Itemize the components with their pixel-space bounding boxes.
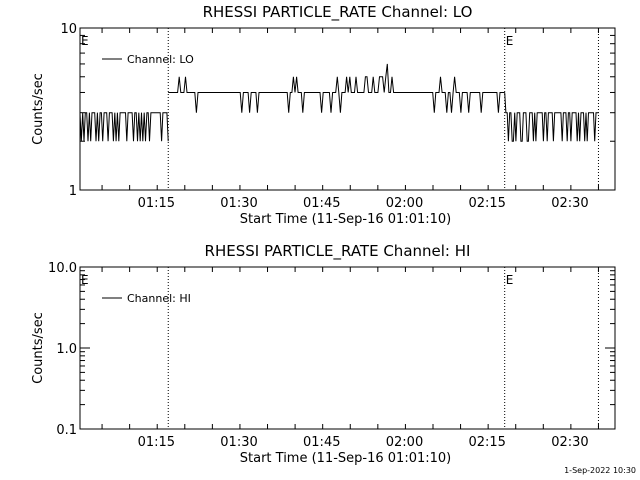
- x-tick-label: 02:15: [468, 435, 505, 450]
- chart-panel-1: RHESSI PARTICLE_RATE Channel: LO Counts/s…: [31, 3, 616, 227]
- x-tick-label: 02:15: [468, 196, 505, 211]
- chart-panel-2: RHESSI PARTICLE_RATE Channel: HI Counts/s…: [31, 242, 616, 466]
- series-line-1-segment-1: [79, 112, 169, 142]
- series-line-1-segment-3: [504, 92, 599, 142]
- event-marker-label: E: [506, 34, 514, 48]
- chart-title: RHESSI PARTICLE_RATE Channel: HI: [205, 242, 471, 261]
- event-marker-label: E: [81, 273, 89, 287]
- event-marker-label: E: [81, 34, 89, 48]
- y-tick-label: 10.0: [48, 261, 77, 276]
- x-tick-label: 02:30: [551, 196, 588, 211]
- x-tick-label: 01:15: [138, 435, 175, 450]
- y-tick-label: 10: [60, 22, 77, 37]
- x-tick-label: 01:45: [303, 196, 340, 211]
- y-tick-label: 1.0: [56, 342, 77, 357]
- x-axis-label: Start Time (11-Sep-16 01:01:10): [240, 212, 451, 227]
- x-tick-label: 02:00: [386, 196, 423, 211]
- x-tick-label: 02:30: [551, 435, 588, 450]
- x-tick-label: 02:00: [386, 435, 423, 450]
- x-axis-label: Start Time (11-Sep-16 01:01:10): [240, 451, 451, 466]
- x-tick-label: 01:30: [220, 196, 257, 211]
- legend-label: Channel: LO: [127, 53, 194, 66]
- series-line-1-segment-2: [168, 63, 505, 113]
- plot-frame: [79, 27, 616, 191]
- event-marker-label: E: [506, 273, 514, 287]
- y-tick-label: 1: [69, 184, 77, 199]
- legend-label: Channel: HI: [127, 292, 191, 305]
- x-tick-label: 01:30: [220, 435, 257, 450]
- chart-title: RHESSI PARTICLE_RATE Channel: LO: [203, 3, 473, 22]
- y-tick-label: 0.1: [56, 423, 77, 438]
- y-axis-label: Counts/sec: [31, 73, 46, 145]
- generation-timestamp: 1-Sep-2022 10:30: [564, 466, 636, 475]
- y-axis-label: Counts/sec: [31, 312, 46, 384]
- x-tick-label: 01:15: [138, 196, 175, 211]
- x-tick-label: 01:45: [303, 435, 340, 450]
